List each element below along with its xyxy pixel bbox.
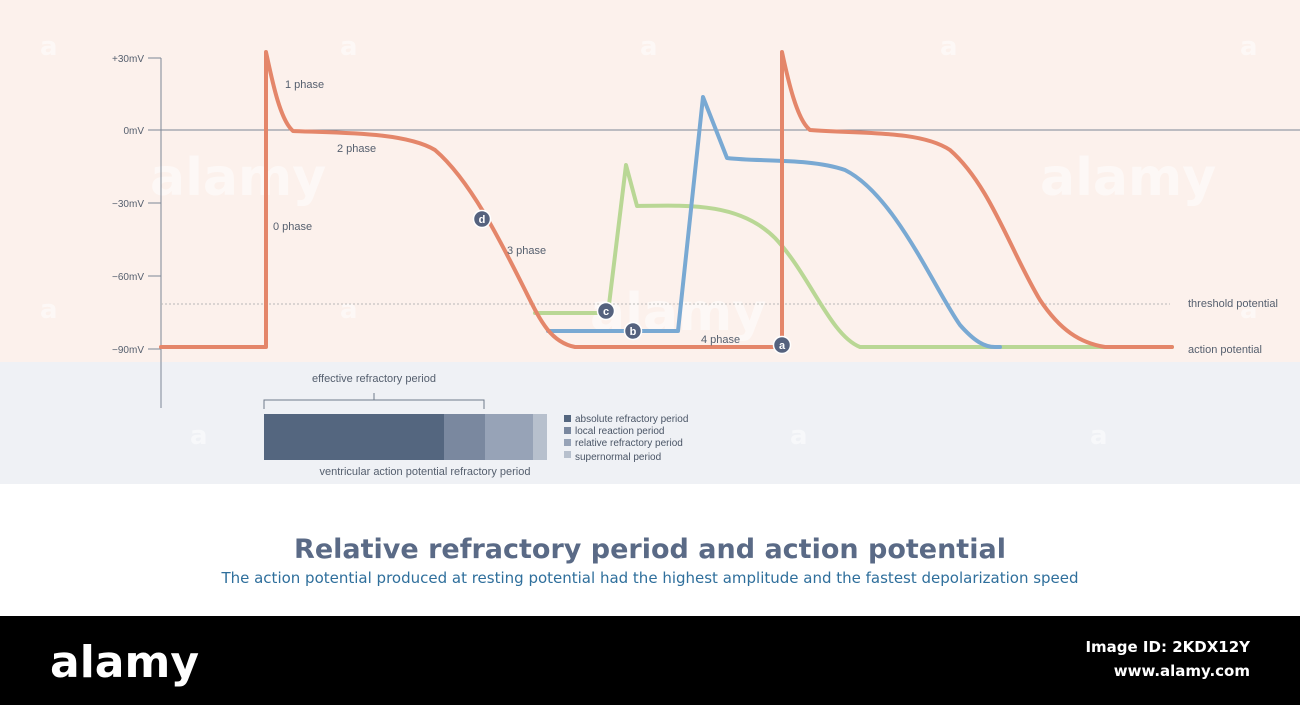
phase-label-0: 0 phase	[273, 221, 312, 233]
page-subtitle: The action potential produced at resting…	[220, 569, 1078, 587]
legend-item: supernormal period	[575, 452, 661, 463]
relative-refractory-segment	[485, 414, 533, 460]
watermark-logo: alamy	[150, 148, 326, 208]
effective-refractory-label: effective refractory period	[312, 373, 436, 385]
upper-background	[0, 0, 1300, 362]
watermark-small: a	[190, 421, 208, 451]
footer-logo: alamy	[50, 637, 199, 688]
y-tick-label: −30mV	[112, 199, 144, 210]
phase-label-4: 4 phase	[701, 334, 740, 346]
watermark-small: a	[1240, 295, 1258, 325]
marker-b: b	[623, 321, 643, 341]
refractory-legend: absolute refractory period local reactio…	[564, 414, 688, 463]
footer-image-id: Image ID: 2KDX12Y	[1085, 638, 1251, 656]
blue-action-potential-curve	[546, 95, 1002, 349]
local-reaction-segment	[444, 414, 485, 460]
y-tick-label: −60mV	[112, 272, 144, 283]
svg-text:b: b	[630, 326, 637, 338]
watermark-logo: alamy	[1040, 148, 1216, 208]
white-band	[0, 484, 1300, 616]
threshold-potential-label: threshold potential	[1188, 298, 1278, 310]
legend-item: relative refractory period	[575, 438, 683, 449]
watermark-small: a	[340, 32, 358, 62]
footer-site: www.alamy.com	[1114, 662, 1250, 680]
watermark-small: a	[40, 32, 58, 62]
legend-item: absolute refractory period	[575, 414, 688, 425]
effective-refractory-brace	[263, 393, 485, 409]
marker-c: c	[596, 301, 616, 321]
y-tick-label: 0mV	[123, 126, 144, 137]
watermark-small: a	[790, 421, 808, 451]
svg-text:d: d	[479, 214, 486, 226]
svg-text:c: c	[603, 306, 609, 318]
page-title: Relative refractory period and action po…	[294, 534, 1006, 565]
watermark-small: a	[340, 295, 358, 325]
orange-action-potential-curve	[159, 50, 1174, 349]
legend-swatch	[564, 439, 571, 446]
watermark-small: a	[1240, 32, 1258, 62]
lower-background	[0, 362, 1300, 484]
watermark-small: a	[640, 32, 658, 62]
y-ticks: +30mV 0mV −30mV −60mV −90mV	[112, 54, 161, 356]
marker-a: a	[772, 335, 792, 355]
refractory-bar	[264, 414, 547, 460]
legend-swatch	[564, 451, 571, 458]
supernormal-segment	[533, 414, 547, 460]
footer-bar	[0, 616, 1300, 705]
marker-d: d	[472, 209, 492, 229]
phase-label-1: 1 phase	[285, 79, 324, 91]
watermark-small: a	[40, 295, 58, 325]
y-tick-label: −90mV	[112, 345, 144, 356]
refractory-caption: ventricular action potential refractory …	[320, 466, 531, 478]
action-potential-label: action potential	[1188, 344, 1262, 356]
phase-label-2: 2 phase	[337, 143, 376, 155]
legend-swatch	[564, 415, 571, 422]
absolute-refractory-segment	[264, 414, 444, 460]
green-action-potential-curve	[533, 163, 1174, 349]
y-tick-label: +30mV	[112, 54, 144, 65]
watermark-small: a	[1090, 421, 1108, 451]
watermark-small: a	[940, 32, 958, 62]
legend-swatch	[564, 427, 571, 434]
phase-label-3: 3 phase	[507, 245, 546, 257]
svg-text:a: a	[779, 340, 786, 352]
legend-item: local reaction period	[575, 426, 665, 437]
